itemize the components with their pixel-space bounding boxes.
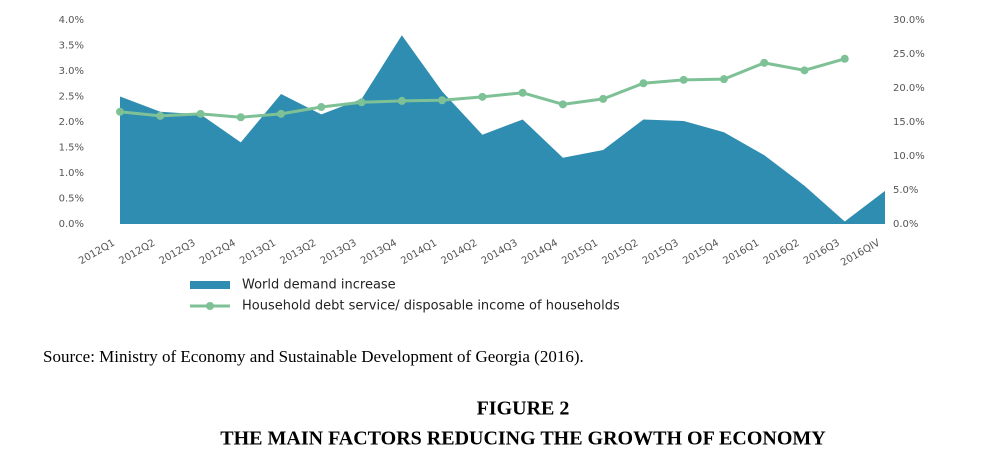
y-tick-label: 1.5% bbox=[59, 143, 84, 154]
x-tick-label: 2013Q1 bbox=[238, 238, 278, 267]
line-marker bbox=[478, 92, 487, 101]
x-tick-label: 2015Q2 bbox=[601, 238, 641, 267]
line-marker bbox=[719, 75, 728, 84]
x-tick-label: 2012Q2 bbox=[117, 238, 157, 267]
legend-label: Household debt service/ disposable incom… bbox=[242, 299, 620, 314]
x-tick-label: 2013Q3 bbox=[319, 238, 359, 267]
x-tick-label: 2015Q1 bbox=[560, 238, 600, 267]
x-tick-label: 2014Q1 bbox=[399, 238, 439, 267]
y-tick-label: 4.0% bbox=[59, 15, 84, 26]
x-tick-label: 2016Q3 bbox=[802, 238, 842, 267]
line-marker bbox=[800, 66, 809, 75]
y2-tick-label: 0.0% bbox=[893, 219, 918, 230]
legend-swatch bbox=[190, 281, 230, 289]
x-tick-label: 2016QIV bbox=[839, 238, 882, 269]
source-note: Source: Ministry of Economy and Sustaina… bbox=[43, 347, 584, 366]
figure-title: THE MAIN FACTORS REDUCING THE GROWTH OF … bbox=[220, 428, 826, 450]
line-marker bbox=[438, 96, 447, 105]
line-marker bbox=[277, 109, 286, 118]
y-tick-label: 0.0% bbox=[59, 219, 84, 230]
line-marker bbox=[236, 113, 245, 122]
x-tick-label: 2012Q4 bbox=[198, 238, 238, 267]
x-tick-label: 2014Q2 bbox=[439, 238, 479, 267]
y2-tick-label: 30.0% bbox=[893, 15, 925, 26]
line-marker bbox=[116, 107, 124, 116]
line-marker bbox=[196, 109, 205, 118]
line-marker bbox=[317, 103, 326, 112]
legend-swatch bbox=[206, 302, 214, 310]
y-tick-label: 2.0% bbox=[59, 117, 84, 128]
line-marker bbox=[840, 54, 849, 63]
line-marker bbox=[599, 94, 608, 103]
x-tick-label: 2012Q1 bbox=[77, 238, 117, 267]
y-tick-label: 2.5% bbox=[59, 92, 84, 103]
y2-tick-label: 15.0% bbox=[893, 117, 925, 128]
x-tick-label: 2016Q1 bbox=[721, 238, 761, 267]
y2-tick-label: 5.0% bbox=[893, 185, 918, 196]
line-marker bbox=[156, 111, 165, 120]
line-marker bbox=[397, 96, 406, 105]
x-tick-label: 2014Q4 bbox=[520, 238, 560, 267]
x-tick-label: 2014Q3 bbox=[480, 238, 520, 267]
line-marker bbox=[518, 88, 527, 97]
figure-label: FIGURE 2 bbox=[477, 398, 570, 420]
y-tick-label: 0.5% bbox=[59, 194, 84, 205]
y-tick-label: 3.0% bbox=[59, 66, 84, 77]
line-marker bbox=[357, 98, 366, 107]
x-tick-label: 2013Q4 bbox=[359, 238, 399, 267]
x-tick-label: 2016Q2 bbox=[762, 238, 802, 267]
y2-tick-label: 25.0% bbox=[893, 49, 925, 60]
x-tick-label: 2012Q3 bbox=[158, 238, 198, 267]
line-marker bbox=[639, 79, 648, 88]
line-marker bbox=[558, 100, 567, 109]
x-tick-label: 2015Q3 bbox=[641, 238, 681, 267]
x-tick-label: 2013Q2 bbox=[278, 238, 318, 267]
y-tick-label: 3.5% bbox=[59, 41, 84, 52]
line-marker bbox=[679, 75, 688, 84]
x-tick-label: 2015Q4 bbox=[681, 238, 721, 267]
y2-tick-label: 10.0% bbox=[893, 151, 925, 162]
line bbox=[119, 57, 846, 119]
y-tick-label: 1.0% bbox=[59, 168, 84, 179]
line-marker bbox=[760, 58, 769, 67]
y2-tick-label: 20.0% bbox=[893, 83, 925, 94]
legend-label: World demand increase bbox=[242, 278, 396, 293]
area bbox=[120, 35, 885, 224]
